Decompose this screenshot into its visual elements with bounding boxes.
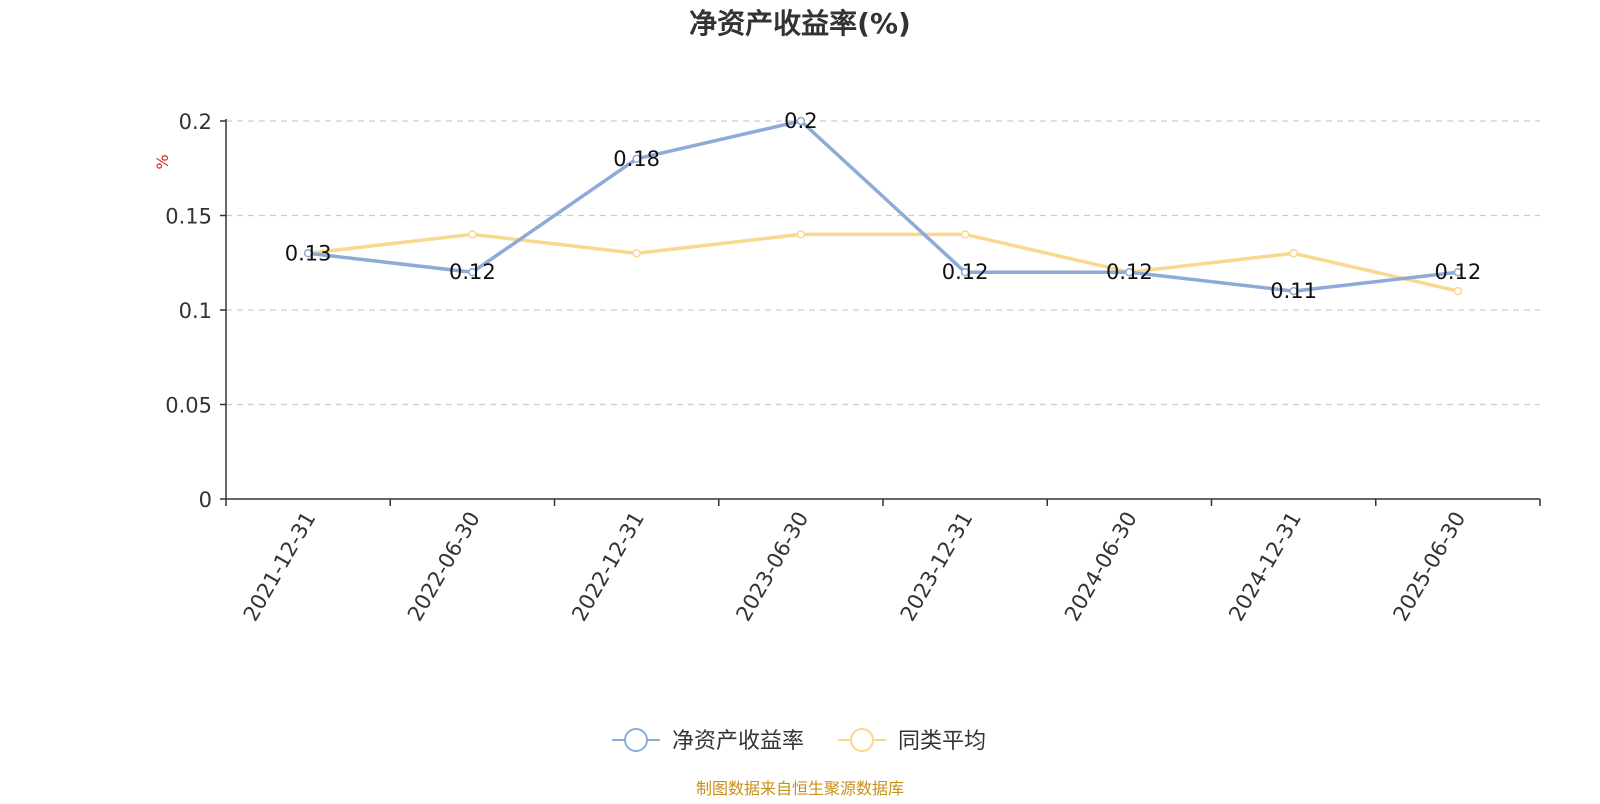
x-tick-label: 2022-12-31 bbox=[567, 508, 649, 626]
legend-label: 同类平均 bbox=[898, 729, 986, 754]
data-point bbox=[468, 230, 477, 239]
data-point bbox=[1453, 267, 1463, 277]
x-tick-label: 2021-12-31 bbox=[239, 508, 321, 626]
legend-marker bbox=[624, 728, 648, 752]
data-point bbox=[960, 267, 970, 277]
series-line bbox=[307, 119, 1459, 293]
legend-label: 净资产收益率 bbox=[672, 729, 804, 754]
x-tick-label: 2023-06-30 bbox=[731, 508, 813, 626]
data-point bbox=[468, 267, 477, 277]
chart-title: 净资产收益率(%) bbox=[689, 7, 911, 40]
data-point bbox=[303, 249, 313, 258]
data-point bbox=[1289, 286, 1298, 296]
data-label: 0.12 bbox=[1106, 260, 1153, 284]
y-tick-label: 0.2 bbox=[179, 110, 212, 134]
data-label: 0.11 bbox=[1270, 279, 1317, 303]
data-point bbox=[1453, 286, 1463, 296]
x-tick-label: 2022-06-30 bbox=[403, 508, 485, 626]
y-tick-label: 0.05 bbox=[165, 394, 212, 418]
y-tick-label: 0 bbox=[199, 488, 212, 512]
grid-layer bbox=[226, 120, 1540, 406]
data-label: 0.12 bbox=[449, 260, 496, 284]
data-label-layer: 0.13 0.12 0.18 0.2 0.12 0.12 0.11 0.12 bbox=[285, 109, 1482, 303]
x-tick-label: 2024-12-31 bbox=[1224, 508, 1306, 626]
y-tick-label: 0.1 bbox=[179, 299, 212, 323]
data-point bbox=[1125, 267, 1134, 277]
x-tick-label: 2025-06-30 bbox=[1388, 508, 1470, 626]
legend: 净资产收益率 同类平均 bbox=[612, 728, 986, 754]
data-label: 0.12 bbox=[1434, 260, 1481, 284]
data-point bbox=[632, 154, 641, 164]
data-label: 0.2 bbox=[784, 109, 817, 133]
series-layer bbox=[303, 116, 1463, 296]
data-label: 0.18 bbox=[613, 147, 660, 171]
series-line bbox=[307, 232, 1459, 293]
source-note: 制图数据来自恒生聚源数据库 bbox=[696, 779, 904, 798]
y-tick-label: 0.15 bbox=[165, 205, 212, 229]
data-label: 0.13 bbox=[285, 241, 332, 265]
y-axis-label: % bbox=[153, 154, 172, 169]
data-point bbox=[796, 116, 806, 126]
axis-layer: 0 0.05 0.1 0.15 0.2 2021-12-31 2022-06-30 2022-… bbox=[165, 110, 1541, 626]
data-point bbox=[960, 230, 970, 239]
data-point bbox=[1289, 249, 1298, 258]
x-tick-label: 2023-12-31 bbox=[896, 508, 978, 626]
x-tick-label: 2024-06-30 bbox=[1060, 508, 1142, 626]
legend-marker bbox=[850, 728, 874, 752]
data-point bbox=[632, 249, 641, 258]
data-label: 0.12 bbox=[942, 260, 989, 284]
data-point bbox=[796, 230, 806, 239]
